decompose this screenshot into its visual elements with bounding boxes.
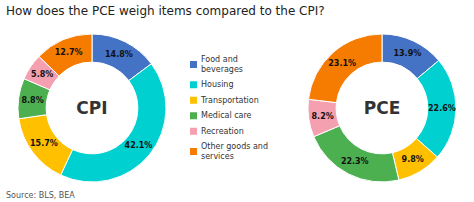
legend-swatch <box>190 97 197 104</box>
legend-label: Food andbeverages <box>201 55 243 74</box>
donut-slice <box>309 34 382 103</box>
data-label: 15.7% <box>30 139 58 148</box>
data-label: 13.9% <box>393 49 421 58</box>
donut <box>18 34 166 182</box>
legend-swatch <box>190 128 197 135</box>
legend-swatch <box>190 112 197 119</box>
data-label: 12.7% <box>55 48 83 57</box>
legend-label-line: Housing <box>201 80 234 89</box>
legend-label: Housing <box>201 80 234 89</box>
data-label: 23.1% <box>328 59 356 68</box>
donut-slice <box>416 61 456 158</box>
legend-label-line: Transportation <box>200 96 259 105</box>
data-label: 22.3% <box>341 157 369 166</box>
donut-slice <box>308 99 340 136</box>
legend-label-line: Medical care <box>201 111 252 120</box>
data-label: 42.1% <box>125 141 153 150</box>
center-label: PCE <box>364 98 401 118</box>
legend-label-line: Recreation <box>201 127 244 136</box>
donut-slice <box>314 126 399 182</box>
legend-label-line: beverages <box>201 65 243 74</box>
legend-label-line: Food and <box>201 55 238 64</box>
center-label: CPI <box>76 98 107 118</box>
legend-label: Medical care <box>201 111 252 120</box>
legend-label: Transportation <box>200 96 259 105</box>
source: Source: BLS, BEA <box>6 191 75 200</box>
donut-slice <box>19 115 73 175</box>
data-label: 8.2% <box>312 112 334 121</box>
data-label: 14.8% <box>105 50 133 59</box>
donut-slice <box>392 138 437 180</box>
legend: Food andbeverages Housing Transportation Me… <box>190 55 268 161</box>
donut <box>308 34 456 182</box>
legend-swatch <box>190 61 197 68</box>
title: How does the PCE weigh items compared to… <box>6 4 325 18</box>
chart: How does the PCE weigh items compared to… <box>0 0 474 202</box>
legend-label: Other goods andservices <box>201 142 268 161</box>
legend-label-line: Other goods and <box>201 142 268 151</box>
data-label: 8.8% <box>21 96 43 105</box>
legend-label-line: services <box>201 152 234 161</box>
data-label: 9.8% <box>402 155 424 164</box>
legend-swatch <box>190 148 197 155</box>
legend-swatch <box>190 81 197 88</box>
legend-label: Recreation <box>201 127 244 136</box>
data-label: 5.8% <box>31 70 53 79</box>
donut-slice <box>61 64 166 182</box>
data-label: 22.6% <box>428 104 456 113</box>
